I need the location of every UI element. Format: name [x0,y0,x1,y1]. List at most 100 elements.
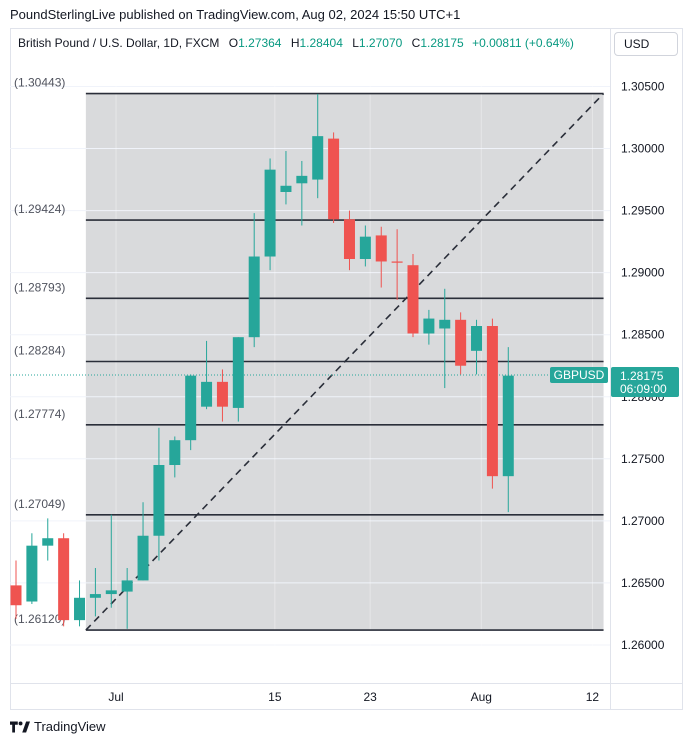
symbol-tag [550,367,608,384]
last-price-value: 1.28175 [620,369,664,383]
candle-down [216,369,228,422]
x-tick-label: 23 [363,690,377,704]
candle-body [455,319,467,366]
low-label: L [352,36,359,50]
candle-up [26,533,38,604]
candle-down [375,226,387,288]
candle-up [137,502,149,581]
candle-up [359,225,371,267]
candle-body [201,381,213,407]
high-value: 1.28404 [299,36,343,50]
candle-down [10,560,22,619]
y-tick-label: 1.28500 [621,328,665,342]
candle-up [105,514,117,608]
level-label: (1.27774) [14,407,65,421]
y-tick-label: 1.30000 [621,142,665,156]
candle-up [439,288,451,389]
candle-up [185,374,197,451]
high-label: H [290,36,300,50]
currency-button[interactable]: USD [614,32,678,56]
y-tick-label: 1.30500 [621,80,665,94]
candle-body [407,265,419,334]
candle-body [42,538,54,546]
candle-body [439,319,451,329]
x-tick-label: Aug [471,690,492,704]
y-tick-label: 1.27000 [621,514,665,528]
tradingview-logo-icon [10,720,30,733]
candle-body [328,138,340,220]
chart-frame [10,28,683,710]
symbol-title: British Pound / U.S. Dollar, 1D, FXCM [18,36,220,50]
close-value: 1.28175 [420,36,464,50]
last-price-tag [611,367,679,398]
close-label: C [411,36,421,50]
candle-body [26,545,38,602]
candle-up [89,568,101,617]
candle-body [502,375,514,477]
open-value: 1.27364 [238,36,282,50]
candle-down [58,533,70,627]
ohlc-legend: British Pound / U.S. Dollar, 1D, FXCM O1… [18,36,574,50]
y-tick-label: 1.27500 [621,452,665,466]
candle-body [359,236,371,259]
candle-up [423,309,435,345]
candle-body [375,235,387,262]
candle-body [312,136,324,180]
candle-up [248,213,260,348]
level-label: (1.28793) [14,280,65,294]
publisher-line: PoundSterlingLive published on TradingVi… [10,7,461,22]
tradingview-brand: TradingView [34,719,106,734]
candle-body [137,535,149,581]
candle-body [264,169,276,257]
candle-body [343,219,355,259]
level-label: (1.30443) [14,76,65,90]
candle-up [502,347,514,513]
candle-up [169,436,181,478]
candle-body [105,590,117,595]
candle-up [312,93,324,199]
candle-body [74,597,86,621]
candle-up [264,158,276,271]
y-tick-label: 1.29500 [621,204,665,218]
y-tick-label: 1.29000 [621,266,665,280]
candle-up [121,568,133,629]
level-label: (1.27049) [14,497,65,511]
candle-body [10,585,22,606]
candle-body [423,318,435,334]
candle-up [201,340,213,410]
candle-body [486,326,498,477]
candle-body [248,256,260,338]
candle-up [153,427,165,561]
x-tick-label: Jul [108,690,123,704]
x-tick-label: 15 [268,690,282,704]
low-value: 1.27070 [358,36,403,50]
candle-body [185,375,197,441]
candle-body [216,381,228,407]
change-value: +0.00811 (+0.64%) [472,36,574,50]
candle-down [343,210,355,271]
candle-down [328,132,340,224]
symbol-tag-label: GBPUSD [554,368,605,382]
candle-body [58,538,70,621]
candle-up [232,337,244,422]
candle-down [486,318,498,489]
candle-body [121,580,133,592]
footer: TradingView [10,719,106,734]
candle-up [42,518,54,561]
candle-up [74,580,86,627]
candle-body [232,337,244,408]
y-tick-label: 1.26500 [621,576,665,590]
candle-down [455,312,467,375]
candle-body [296,175,308,184]
candle-down [407,254,419,338]
candle-body [391,261,403,263]
countdown-timer: 06:09:00 [620,382,667,396]
candle-body [280,185,292,192]
candle-body [89,594,101,598]
level-label: (1.26120) [14,612,65,626]
level-label: (1.28284) [14,344,65,358]
candle-body [169,440,181,466]
candle-body [153,465,165,536]
candle-up [296,160,308,226]
